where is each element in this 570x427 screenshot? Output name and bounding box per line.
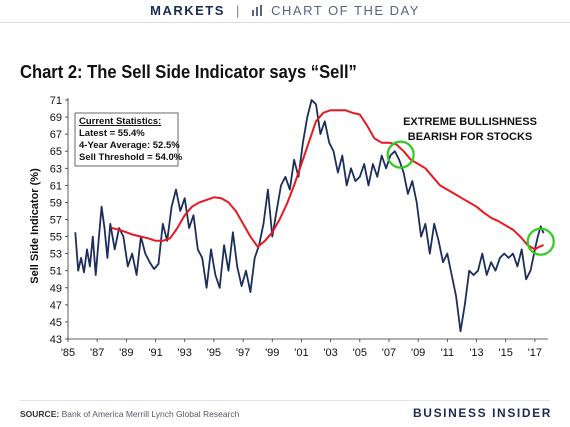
header-separator: | [236,3,241,18]
y-tick-label: 57 [50,215,62,227]
chart-title: Chart 2: The Sell Side Indicator says “S… [20,62,357,82]
footer-divider [20,400,550,401]
y-tick-label: 51 [50,266,62,278]
x-tick-label: '07 [382,347,396,359]
annotation-layer [386,140,555,256]
x-tick-label: '99 [265,347,279,359]
annotation-line-2: BEARISH FOR STOCKS [408,131,532,143]
x-tick-label: '05 [353,347,367,359]
annotation-line-1: EXTREME BULLISHNESS [403,116,537,128]
y-tick-label: 59 [50,197,62,209]
average-series-line [111,109,544,251]
section-sublabel[interactable]: CHART OF THE DAY [271,3,420,18]
x-tick-label: '87 [90,347,104,359]
grid-layer: 43 45 47 49 51 53 55 57 59 61 63 65 67 69 71 '85 '87 '89 '… [50,95,548,359]
chart: 43 45 47 49 51 53 55 57 59 61 63 65 67 69 71 '85 '87 '89 '… [29,95,555,359]
source-text: Bank of America Merrill Lynch Global Res… [61,409,240,419]
stats-average: 4-Year Average: 52.5% [79,140,180,151]
y-tick-label: 53 [50,249,62,261]
indicator-series-line [74,99,545,333]
x-tick-label: '85 [61,347,75,359]
x-tick-label: '09 [411,347,425,359]
y-tick-label: 67 [50,129,62,141]
y-tick-label: 49 [50,283,62,295]
y-tick-label: 71 [50,95,62,107]
series-layer [74,99,545,333]
y-tick-label: 45 [50,317,62,329]
y-tick-label: 55 [50,232,62,244]
brand-logo[interactable]: BUSINESS INSIDER [413,406,552,420]
stats-threshold: Sell Threshold = 54.0% [79,152,183,163]
y-tick-label: 65 [50,146,62,158]
bar-chart-icon [252,5,263,16]
stats-latest: Latest = 55.4% [79,128,145,139]
x-tick-label: '13 [469,347,483,359]
x-tick-label: '93 [178,347,192,359]
y-tick-label: 69 [50,112,62,124]
source-note: SOURCE: Bank of America Merrill Lynch Gl… [20,409,239,419]
x-tick-label: '01 [294,347,308,359]
y-axis-label: Sell Side Indicator (%) [29,168,41,284]
x-tick-label: '15 [499,347,513,359]
source-label: SOURCE: [20,409,60,419]
stats-heading: Current Statistics: [79,116,161,127]
x-tick-label: '97 [236,347,250,359]
x-tick-label: '91 [148,347,162,359]
y-tick-label: 61 [50,180,62,192]
highlight-circle [386,140,415,169]
section-label[interactable]: MARKETS [150,3,225,18]
top-header: MARKETS | CHART OF THE DAY [0,0,570,22]
header-divider [0,22,570,23]
x-tick-label: '17 [528,347,542,359]
x-tick-label: '11 [441,347,455,359]
y-tick-label: 63 [50,163,62,175]
y-tick-label: 47 [50,300,62,312]
x-tick-label: '03 [323,347,337,359]
stats-box: Current Statistics: Latest = 55.4% 4-Yea… [74,112,183,167]
y-tick-label: 43 [50,334,62,346]
highlight-circle [526,227,555,256]
x-tick-label: '95 [207,347,221,359]
x-tick-label: '89 [119,347,133,359]
